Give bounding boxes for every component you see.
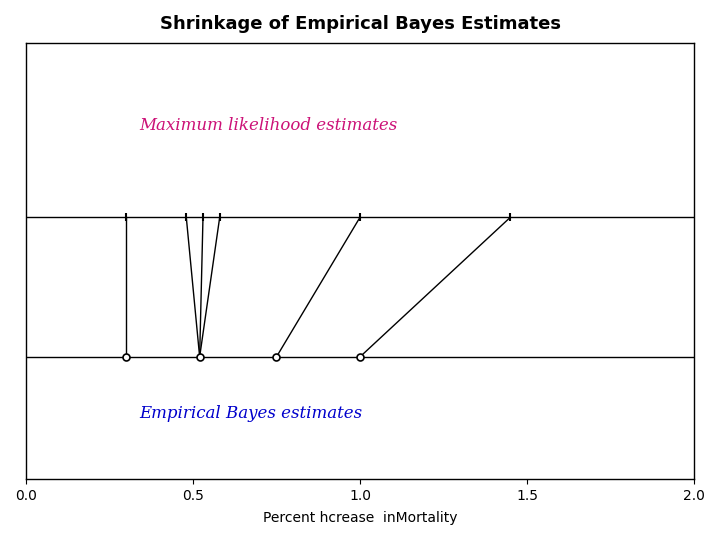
Text: Maximum likelihood estimates: Maximum likelihood estimates (140, 117, 397, 134)
Text: Empirical Bayes estimates: Empirical Bayes estimates (140, 405, 363, 422)
X-axis label: Percent hcrease  inMortality: Percent hcrease inMortality (263, 511, 457, 525)
Title: Shrinkage of Empirical Bayes Estimates: Shrinkage of Empirical Bayes Estimates (160, 15, 560, 33)
